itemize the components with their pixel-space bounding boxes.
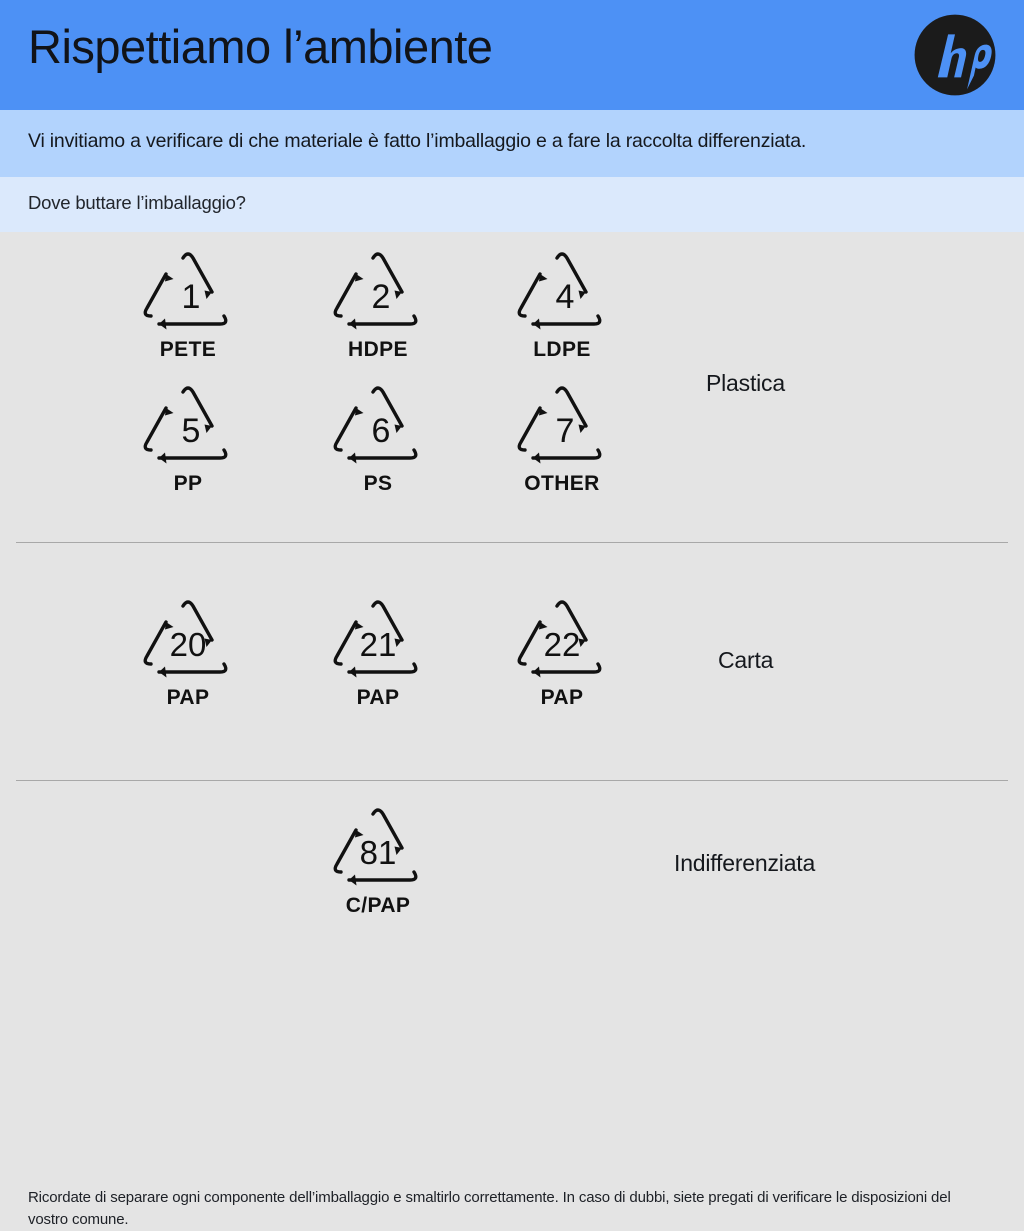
symbol-code: 7 — [556, 412, 575, 450]
mobius-loop-icon: 22 — [517, 600, 602, 678]
title-band: Rispettiamo l’ambiente — [0, 0, 1024, 110]
subtitle-band: Vi invitiamo a verificare di che materia… — [0, 110, 1024, 177]
question-text: Dove buttare l’imballaggio? — [28, 192, 246, 213]
recycling-symbol: 2 HDPE — [318, 246, 438, 360]
page-title: Rispettiamo l’ambiente — [28, 20, 493, 73]
recycling-symbol: 22 PAP — [502, 594, 622, 708]
subtitle-text: Vi invitiamo a verificare di che materia… — [28, 130, 807, 152]
symbol-code: 6 — [372, 412, 391, 450]
symbol-label: PAP — [356, 686, 400, 709]
recycling-symbol: 81 C/PAP — [318, 802, 438, 916]
symbol-label: PS — [363, 472, 393, 495]
symbol-code: 22 — [544, 626, 581, 663]
mobius-loop-icon: 20 — [143, 600, 228, 678]
divider-carta-indifferenziata — [16, 780, 1008, 781]
symbol-code: 5 — [182, 412, 201, 450]
symbol-code: 2 — [372, 278, 391, 316]
symbol-label: PAP — [540, 686, 584, 709]
symbol-label: HDPE — [348, 338, 408, 361]
symbol-label: C/PAP — [345, 894, 411, 917]
recycling-symbol: 7 OTHER — [502, 380, 622, 494]
category-label-plastica: Plastica — [706, 370, 785, 396]
question-band: Dove buttare l’imballaggio? — [0, 177, 1024, 232]
symbol-code: 81 — [360, 834, 397, 871]
mobius-loop-icon: 7 — [517, 386, 602, 464]
mobius-loop-icon: 21 — [333, 600, 418, 678]
recycling-symbol: 21 PAP — [318, 594, 438, 708]
recycling-symbol: 1 PETE — [128, 246, 248, 360]
symbol-label: PETE — [159, 338, 217, 361]
symbol-label: OTHER — [524, 472, 600, 495]
mobius-loop-icon: 1 — [143, 252, 228, 330]
footer-note: Ricordate di separare ogni componente de… — [28, 1189, 951, 1228]
recycling-symbol: 6 PS — [318, 380, 438, 494]
recycling-symbol: 20 PAP — [128, 594, 248, 708]
mobius-loop-icon: 6 — [333, 386, 418, 464]
mobius-loop-icon: 5 — [143, 386, 228, 464]
recycling-symbol: 5 PP — [128, 380, 248, 494]
symbol-label: PP — [173, 472, 203, 495]
category-label-indifferenziata: Indifferenziata — [674, 850, 816, 876]
content-area: 1 PETE 2 HDPE — [0, 232, 1024, 1228]
recycling-symbol: 4 LDPE — [502, 246, 622, 360]
symbol-code: 20 — [170, 626, 207, 663]
symbol-code: 21 — [360, 626, 397, 663]
mobius-loop-icon: 4 — [517, 252, 602, 330]
symbol-label: PAP — [166, 686, 210, 709]
category-label-carta: Carta — [718, 647, 774, 673]
symbol-code: 4 — [556, 278, 575, 316]
mobius-loop-icon: 81 — [333, 808, 418, 886]
divider-plastica-carta — [16, 542, 1008, 543]
mobius-loop-icon: 2 — [333, 252, 418, 330]
symbol-label: LDPE — [533, 338, 591, 361]
hp-logo — [914, 14, 996, 96]
symbol-code: 1 — [182, 278, 201, 316]
